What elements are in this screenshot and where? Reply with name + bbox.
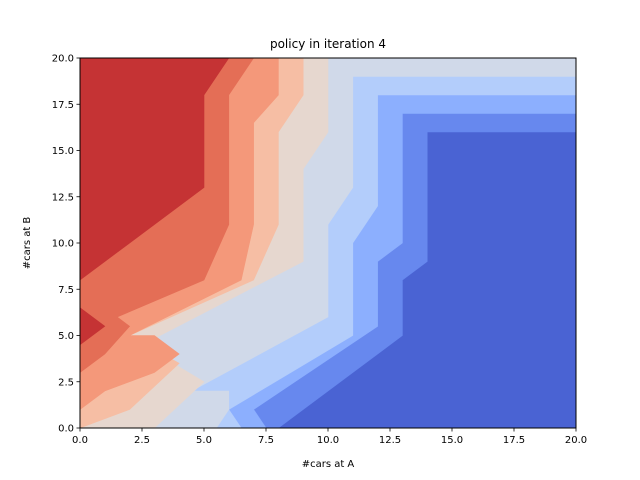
x-axis: 0.0 2.5 5.0 7.5 10.0 12.5 15.0 17.5 20.0	[72, 428, 587, 446]
x-tick-label: 5.0	[196, 435, 212, 446]
y-tick-label: 15.0	[52, 146, 74, 157]
y-axis: 0.0 2.5 5.0 7.5 10.0 12.5 15.0 17.5 20.0	[52, 54, 80, 435]
x-tick-label: 7.5	[258, 435, 274, 446]
x-tick-label: 12.5	[379, 435, 401, 446]
y-tick-label: 12.5	[52, 192, 74, 203]
y-tick-label: 10.0	[52, 239, 74, 250]
x-tick-label: 15.0	[441, 435, 463, 446]
y-tick-label: 5.0	[58, 331, 74, 342]
contour-regions	[79, 57, 577, 429]
x-tick-label: 17.5	[503, 435, 525, 446]
chart-title: policy in iteration 4	[270, 37, 386, 51]
y-tick-label: 17.5	[52, 100, 74, 111]
y-tick-label: 7.5	[58, 285, 74, 296]
y-tick-label: 0.0	[58, 424, 74, 435]
x-tick-label: 10.0	[317, 435, 339, 446]
x-tick-label: 0.0	[72, 435, 88, 446]
y-tick-label: 20.0	[52, 54, 74, 65]
x-tick-label: 2.5	[134, 435, 150, 446]
x-axis-label: #cars at A	[302, 459, 355, 470]
y-axis-label: #cars at B	[22, 217, 33, 270]
y-tick-label: 2.5	[58, 377, 74, 388]
x-tick-label: 20.0	[565, 435, 587, 446]
